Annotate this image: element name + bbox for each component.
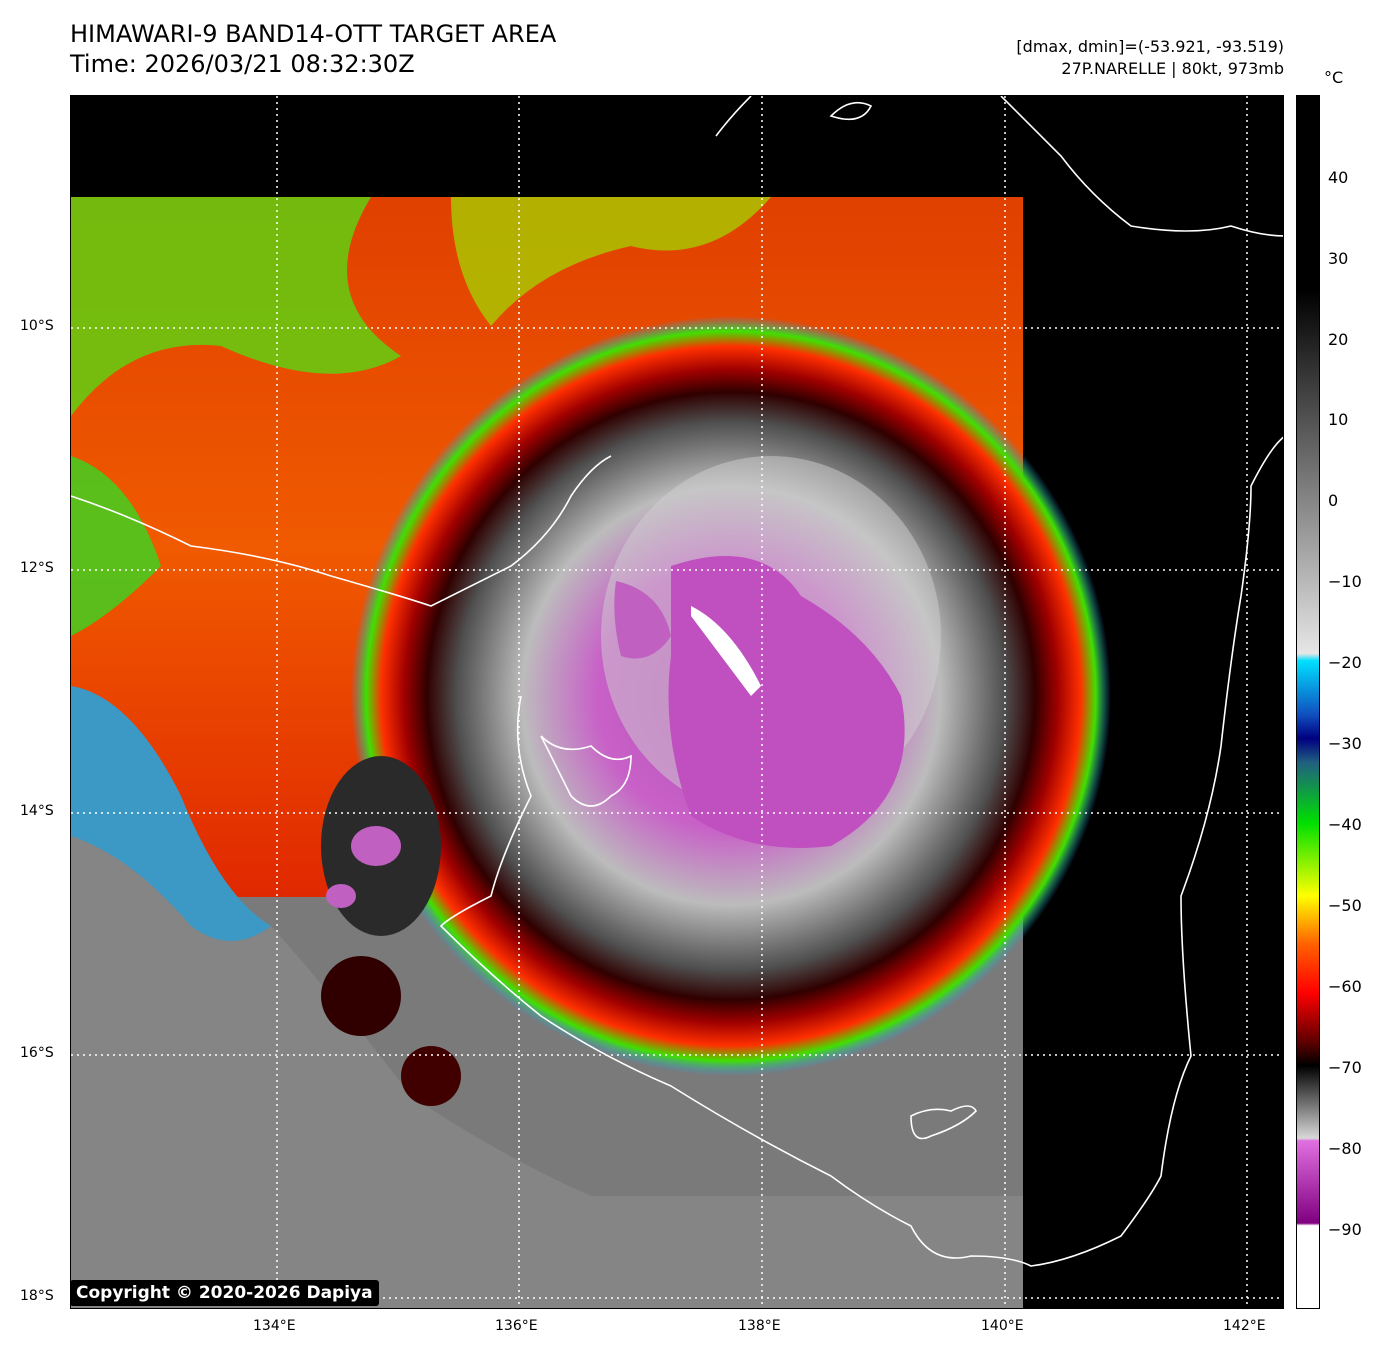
lat-label: 18°S [20,1288,54,1304]
satellite-image [71,96,1283,1308]
colorbar-tick: −30 [1328,734,1362,753]
colorbar-unit: °C [1324,68,1344,87]
copyright-label: Copyright © 2020-2026 Dapiya [70,1280,379,1306]
colorbar-tick: 0 [1328,491,1339,510]
lat-label: 16°S [20,1045,54,1061]
colorbar-tick: −20 [1328,653,1362,672]
lat-label: 12°S [20,560,54,576]
satellite-map [70,95,1284,1309]
map-timestamp: Time: 2026/03/21 08:32:30Z [70,50,415,78]
colorbar-tick: −10 [1328,572,1362,591]
lon-label: 136°E [495,1318,538,1334]
lon-label: 142°E [1223,1318,1266,1334]
lat-label: 14°S [20,803,54,819]
colorbar-tick: −60 [1328,977,1362,996]
colorbar-tick: 30 [1328,249,1349,268]
colorbar-gradient [1297,96,1319,1308]
lon-label: 134°E [253,1318,296,1334]
map-title: HIMAWARI-9 BAND14-OTT TARGET AREA [70,20,557,48]
colorbar-tick: 20 [1328,330,1349,349]
colorbar-tick: −40 [1328,815,1362,834]
lon-label: 138°E [738,1318,781,1334]
colorbar-tick: −50 [1328,896,1362,915]
dmax-dmin-readout: [dmax, dmin]=(-53.921, -93.519) [1016,37,1284,56]
storm-info: 27P.NARELLE | 80kt, 973mb [1061,59,1284,78]
colorbar-tick: −70 [1328,1058,1362,1077]
colorbar-tick: 40 [1328,168,1349,187]
colorbar-tick: 10 [1328,410,1349,429]
lon-label: 140°E [981,1318,1024,1334]
colorbar-tick: −80 [1328,1139,1362,1158]
lat-label: 10°S [20,318,54,334]
colorbar-tick: −90 [1328,1220,1362,1239]
colorbar [1296,95,1320,1309]
